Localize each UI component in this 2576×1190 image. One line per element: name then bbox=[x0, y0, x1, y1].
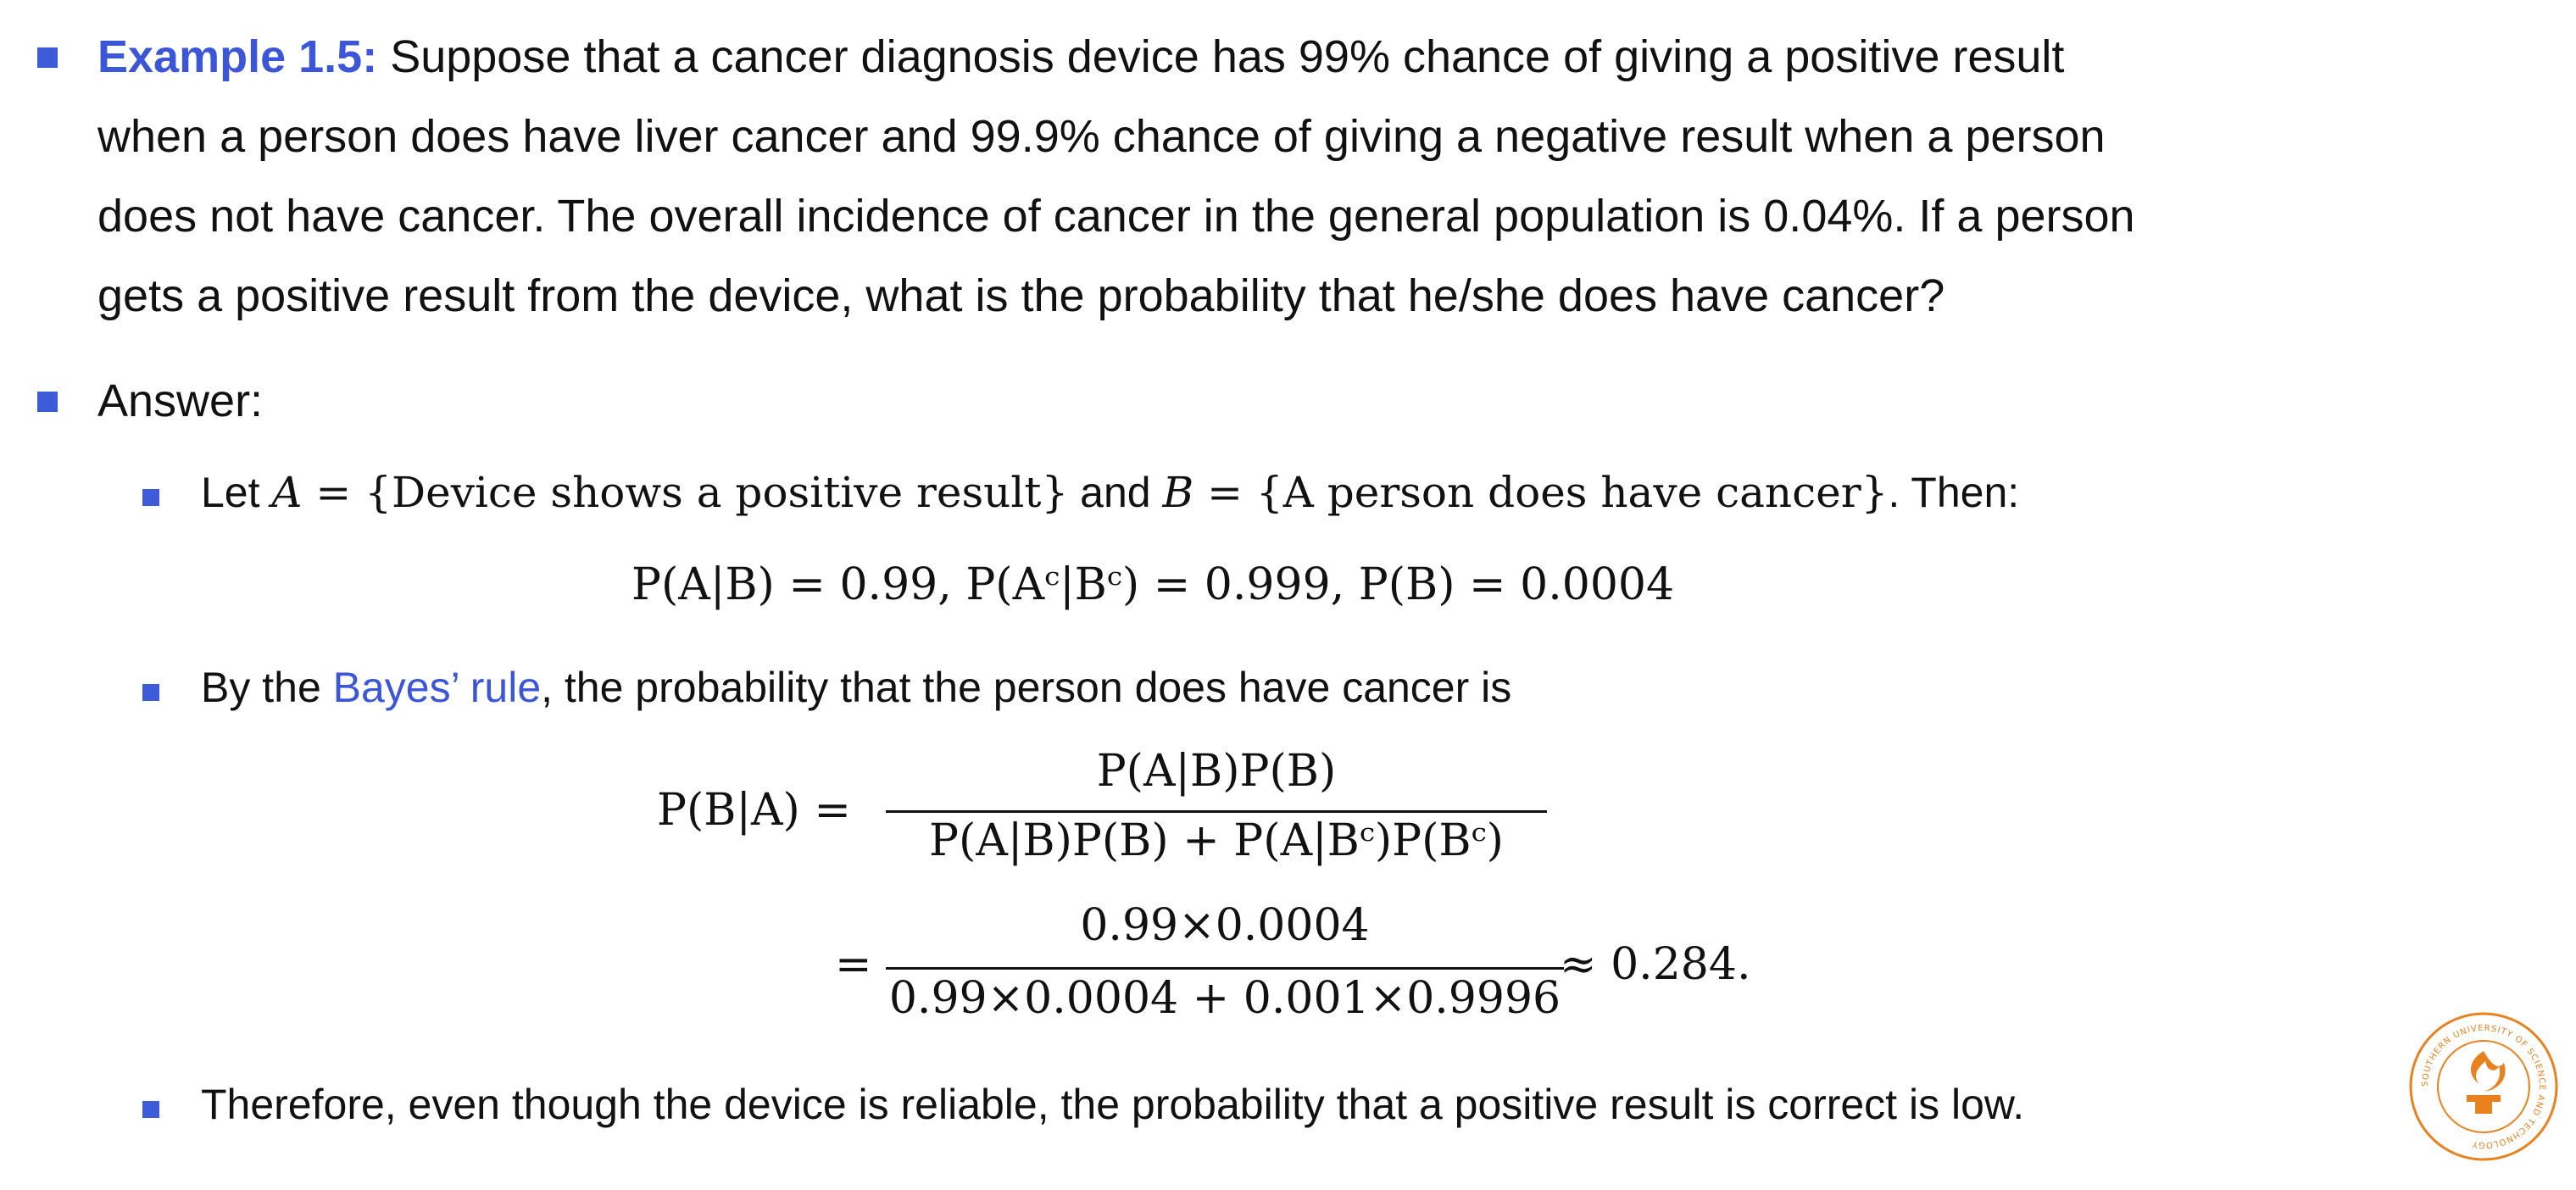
conclusion-text: Therefore, even though the device is rel… bbox=[201, 1081, 2025, 1128]
let-statement: Let A = {Device shows a positive result}… bbox=[201, 468, 2020, 517]
example-line-3: does not have cancer. The overall incide… bbox=[97, 191, 2135, 242]
bayes-rule-link[interactable]: Bayes’ rule bbox=[332, 664, 542, 711]
fraction-1-bar bbox=[886, 810, 1547, 813]
equals-sign: = bbox=[835, 939, 872, 990]
set-b: {A person does have cancer} bbox=[1255, 468, 1889, 517]
example-line-2: when a person does have liver cancer and… bbox=[97, 111, 2106, 162]
fraction-1-numerator: P(A|B)P(B) bbox=[1096, 746, 1337, 797]
answer-label: Answer: bbox=[97, 375, 264, 426]
given-equation: P(A|B) = 0.99, P(Aᶜ|Bᶜ) = 0.999, P(B) = … bbox=[631, 559, 1675, 610]
example-paragraph: Example 1.5: Suppose that a cancer diagn… bbox=[97, 17, 2135, 336]
example-bullet bbox=[37, 47, 58, 68]
bayes-statement: By the Bayes’ rule, the probability that… bbox=[201, 664, 1512, 711]
fraction-2-bar bbox=[886, 967, 1564, 970]
university-logo: SOUTHERN UNIVERSITY OF SCIENCE AND TECHN… bbox=[2407, 1010, 2560, 1163]
example-line-4: gets a positive result from the device, … bbox=[97, 270, 1945, 321]
fraction-2-numerator: 0.99×0.0004 bbox=[1080, 900, 1370, 951]
svg-text:SOUTHERN UNIVERSITY OF SCIENCE: SOUTHERN UNIVERSITY OF SCIENCE AND TECHN… bbox=[2421, 1024, 2546, 1149]
answer-bullet bbox=[37, 392, 58, 412]
conclusion-bullet bbox=[142, 1101, 159, 1118]
approx-result: ≈ 0.284. bbox=[1560, 939, 1751, 990]
bayes-bullet bbox=[142, 684, 159, 701]
fraction-2-denominator: 0.99×0.0004 + 0.001×0.9996 bbox=[888, 973, 1561, 1024]
fraction-1-denominator: P(A|B)P(B) + P(A|Bᶜ)P(Bᶜ) bbox=[929, 815, 1504, 866]
example-label: Example 1.5: bbox=[97, 31, 378, 82]
example-line-1: Example 1.5: Suppose that a cancer diagn… bbox=[97, 31, 2065, 82]
set-a: {Device shows a positive result} bbox=[364, 468, 1069, 517]
bayes-lhs: P(B|A) = bbox=[657, 785, 851, 836]
let-bullet bbox=[142, 489, 159, 506]
